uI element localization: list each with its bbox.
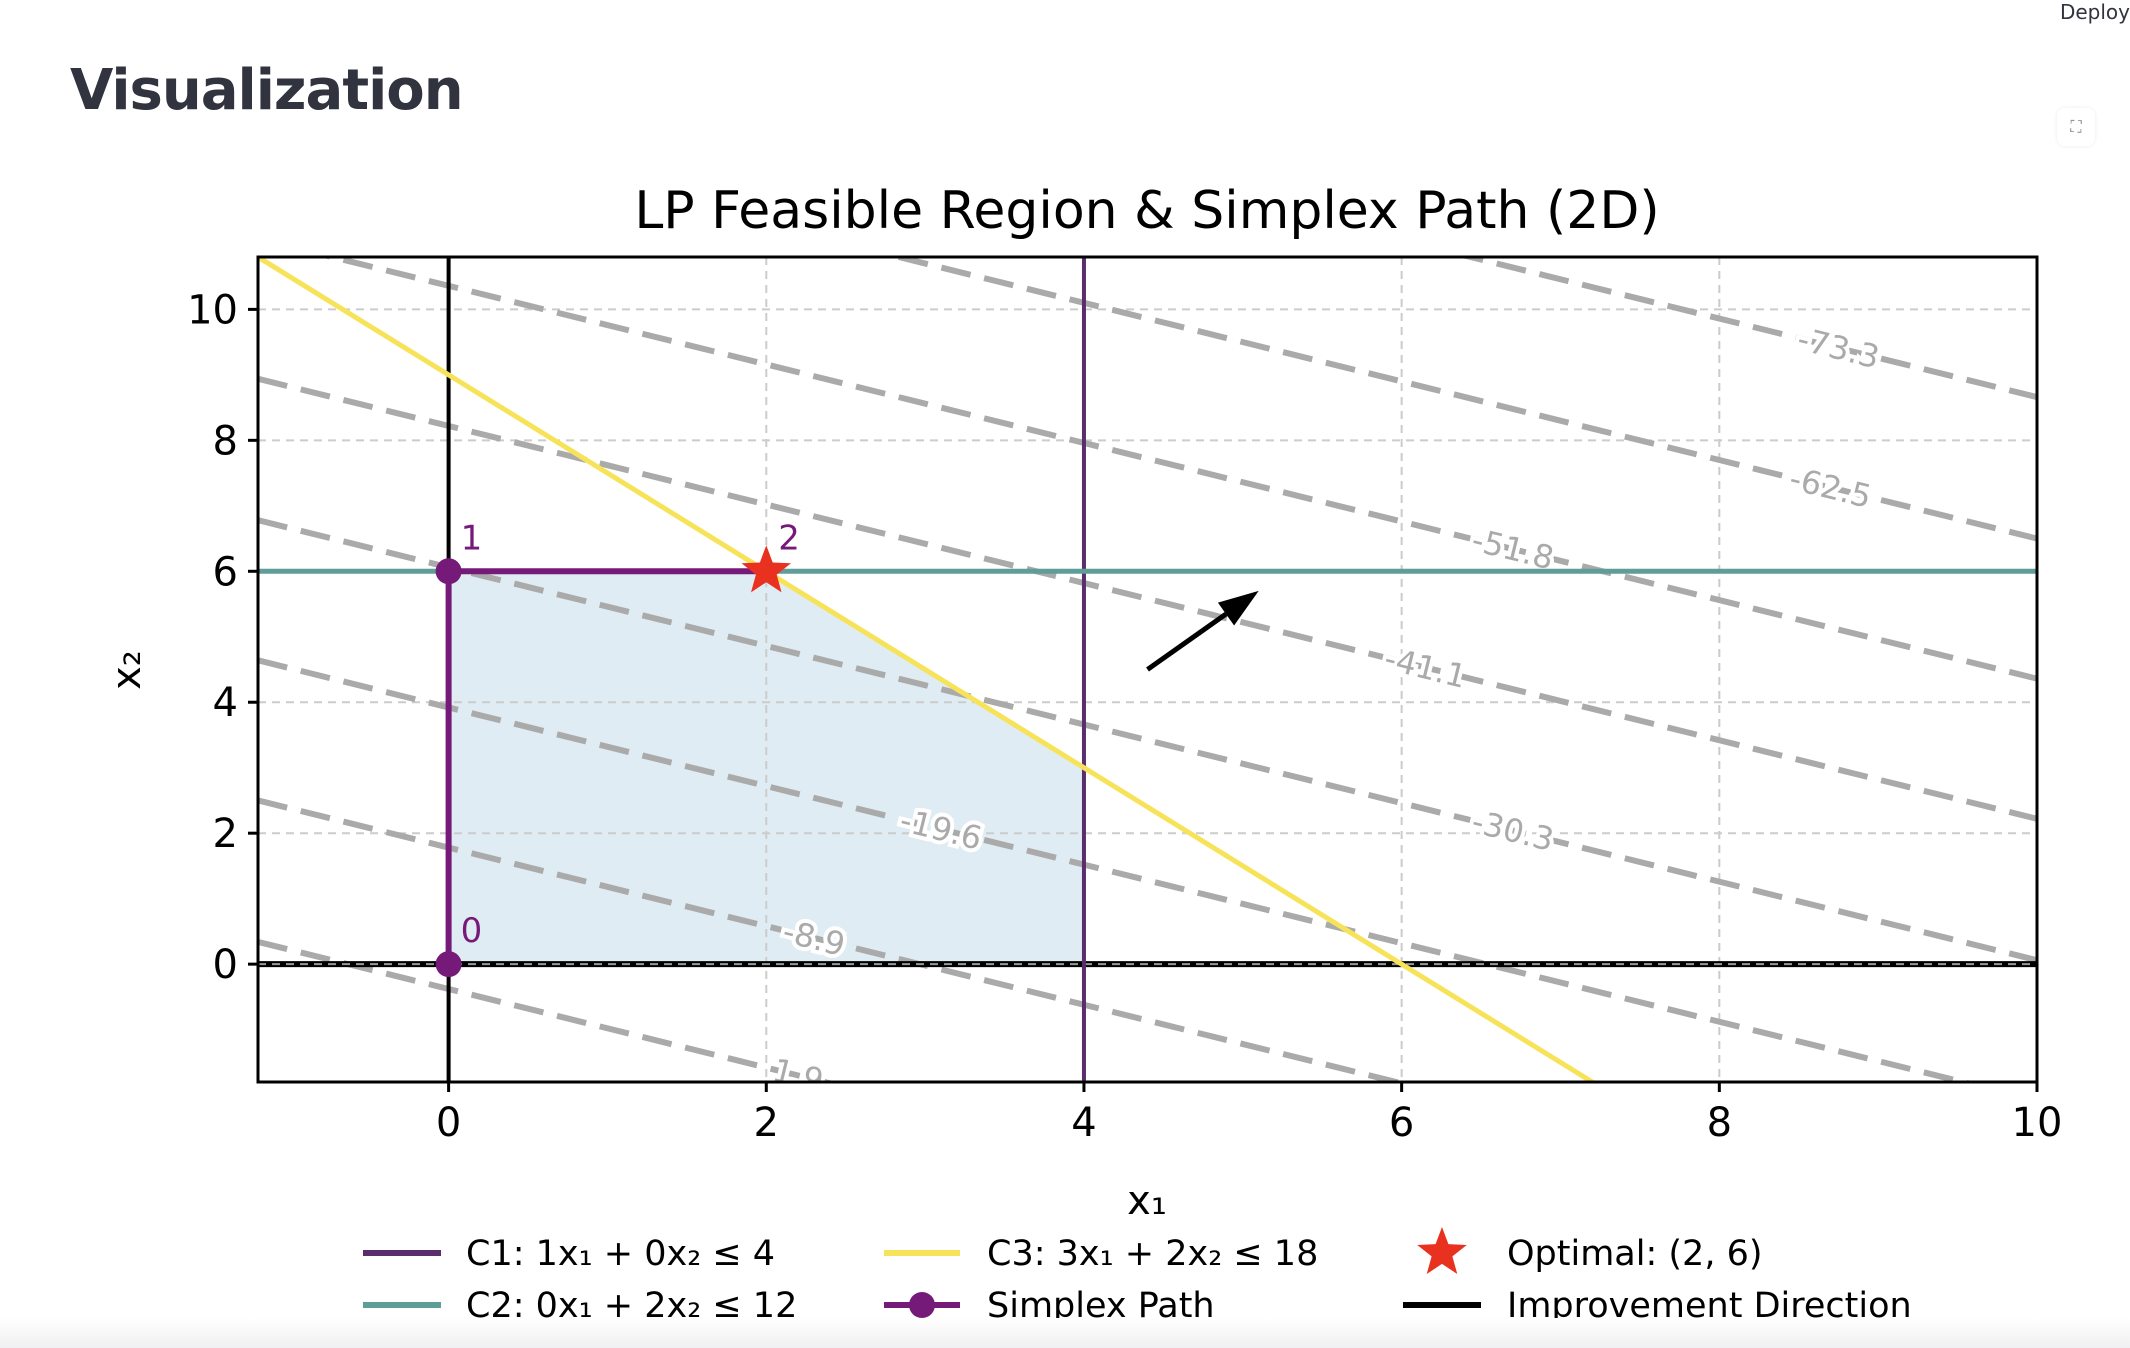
- plot-frame: [256, 255, 2039, 1084]
- simplex-step-label: 0: [461, 911, 483, 951]
- simplex-step-label: 2: [778, 518, 800, 558]
- y-tick-label: 6: [213, 549, 238, 595]
- optimal-point-star: [741, 545, 792, 593]
- x-tick-label: 8: [1707, 1100, 1732, 1146]
- constraint-c3-line: [258, 257, 1598, 1082]
- deploy-button[interactable]: Deploy: [2059, 0, 2130, 24]
- x-tick-label: 2: [754, 1100, 779, 1146]
- contour-label: -73.3: [1794, 320, 1883, 377]
- simplex-path-point: [435, 951, 462, 978]
- x-tick-label: 6: [1389, 1100, 1414, 1146]
- legend-optimal-label: Optimal: (2, 6): [1507, 1234, 1763, 1274]
- legend-path-marker: [909, 1292, 935, 1318]
- x-tick-label: 4: [1071, 1100, 1096, 1146]
- contour-label: -62.5: [1786, 459, 1875, 516]
- improvement-arrow-head: [1217, 590, 1259, 626]
- objective-contour: [258, 797, 1409, 1082]
- y-tick-label: 10: [187, 287, 238, 333]
- objective-contour: [886, 257, 2037, 542]
- simplex-path-point: [435, 558, 462, 585]
- section-title: Visualization: [70, 58, 464, 123]
- legend-c3-label: C3: 3x₁ + 2x₂ ≤ 18: [987, 1234, 1318, 1274]
- y-tick-label: 4: [213, 680, 238, 726]
- legend-optimal-star: [1417, 1227, 1467, 1275]
- y-tick-label: 8: [213, 418, 238, 464]
- bottom-bar: [0, 1318, 2130, 1348]
- chart-title: LP Feasible Region & Simplex Path (2D): [634, 181, 1659, 241]
- y-axis-label: x₂: [104, 650, 150, 690]
- expand-icon: ⛶: [2070, 117, 2082, 136]
- simplex-step-label: 1: [461, 518, 483, 558]
- fullscreen-button[interactable]: ⛶: [2057, 108, 2095, 146]
- x-tick-label: 10: [2012, 1100, 2063, 1146]
- contour-label: -41.1: [1381, 639, 1470, 696]
- x-axis-label: x₁: [1127, 1178, 1167, 1224]
- contour-label: -30.3: [1468, 802, 1557, 859]
- y-tick-label: 2: [213, 811, 238, 857]
- improvement-arrow-shaft: [1146, 611, 1228, 672]
- contour-label: 1.9: [769, 1051, 828, 1100]
- x-tick-label: 0: [436, 1100, 461, 1146]
- y-tick-label: 0: [213, 942, 238, 988]
- legend-c1-label: C1: 1x₁ + 0x₂ ≤ 4: [466, 1234, 775, 1274]
